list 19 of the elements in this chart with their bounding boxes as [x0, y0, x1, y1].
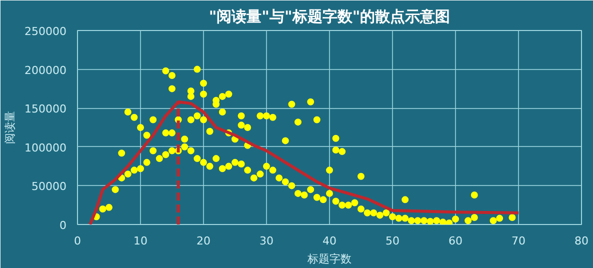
- x-tick-label: 40: [322, 234, 336, 248]
- y-tick-label: 50000: [32, 180, 67, 194]
- x-tick-label: 80: [574, 234, 588, 248]
- y-tick-label: 100000: [24, 141, 67, 154]
- chart-title: "阅读量"与"标题字数"的散点示意图: [208, 8, 450, 26]
- y-tick-label: 0: [60, 219, 66, 232]
- y-axis-title: 阅读量: [4, 111, 17, 144]
- x-tick-label: 20: [196, 234, 210, 248]
- y-tick-label: 250000: [24, 25, 67, 38]
- y-tick-label: 150000: [24, 102, 67, 116]
- x-tick-label: 70: [512, 234, 526, 248]
- x-tick-label: 60: [448, 234, 462, 248]
- line-series: [88, 100, 520, 224]
- x-tick-label: 50: [386, 234, 400, 248]
- x-tick-label: 30: [260, 234, 274, 248]
- y-tick-label: 200000: [24, 64, 67, 77]
- x-tick-label: 10: [134, 234, 148, 248]
- x-tick-label: 0: [74, 234, 81, 248]
- x-axis-title: 标题字数: [306, 252, 352, 266]
